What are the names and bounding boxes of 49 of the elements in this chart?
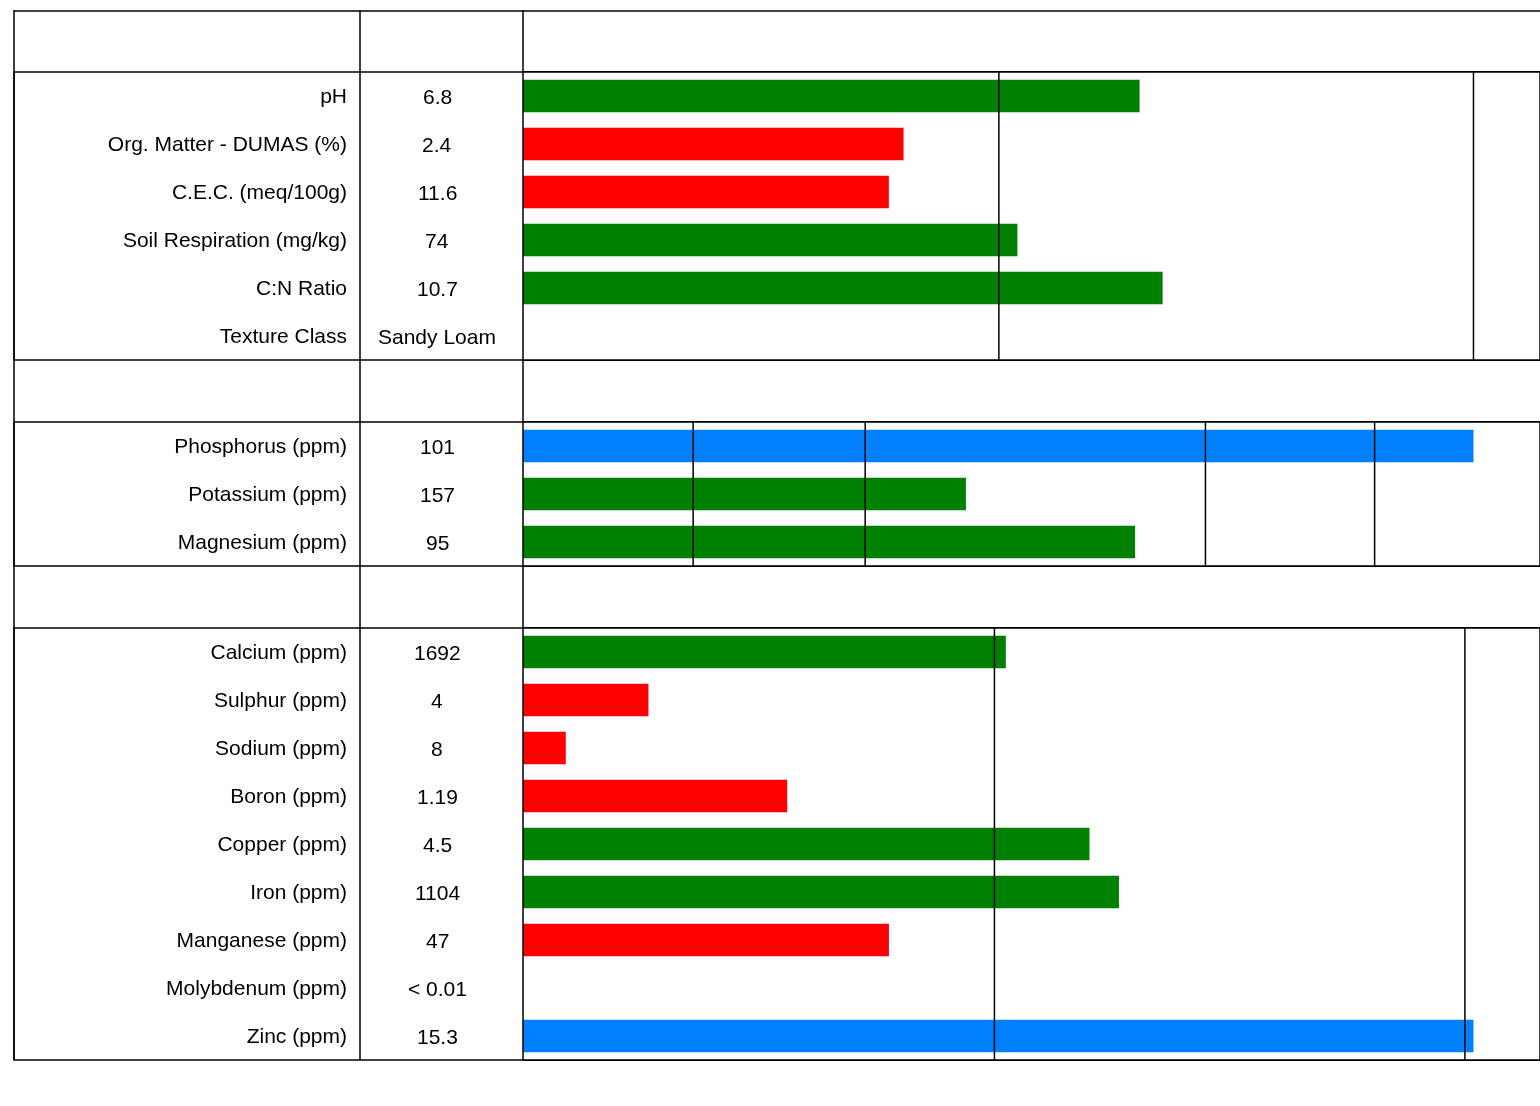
y-tick-label: C.E.C. (meq/100g)	[171, 180, 347, 204]
text: 47	[426, 929, 450, 952]
bar	[523, 127, 904, 161]
text: 101	[420, 435, 456, 458]
y-tick-label: Magnesium (ppm)	[177, 530, 347, 554]
y-tick-label: C:N Ratio	[255, 276, 347, 300]
y-tick-label: Org. Matter - DUMAS (%)	[107, 132, 347, 156]
y-tick-label: Boron (ppm)	[230, 784, 347, 808]
bar	[523, 223, 1018, 257]
text: 10.7	[417, 277, 458, 300]
bar	[523, 779, 788, 813]
text: 1.19	[417, 785, 458, 808]
bar	[523, 271, 1163, 305]
text: 15.3	[417, 1025, 458, 1048]
bar	[523, 923, 889, 957]
y-tick-label: Molybdenum (ppm)	[166, 976, 347, 1000]
text: Sandy Loam	[378, 325, 496, 348]
bar	[523, 827, 1090, 861]
text: 1104	[415, 881, 461, 904]
text: 4	[431, 689, 443, 712]
y-tick-label: Iron (ppm)	[250, 880, 347, 904]
text: 2.4	[422, 133, 452, 156]
y-tick-label: Zinc (ppm)	[246, 1024, 347, 1048]
y-tick-label: Calcium (ppm)	[210, 640, 347, 664]
y-tick-label: Manganese (ppm)	[176, 928, 347, 952]
text: 4.5	[423, 833, 453, 856]
bar	[523, 1019, 1474, 1053]
bar	[523, 875, 1119, 909]
text: 11.6	[418, 181, 458, 204]
text: 95	[426, 531, 450, 554]
bar	[523, 731, 566, 765]
bar	[523, 175, 889, 209]
text: 8	[431, 737, 443, 760]
y-tick-label: pH	[320, 84, 347, 108]
y-tick-label: Soil Respiration (mg/kg)	[122, 228, 347, 252]
y-tick-label: Texture Class	[219, 324, 347, 348]
y-tick-label: Phosphorus (ppm)	[174, 434, 347, 458]
y-tick-label: Copper (ppm)	[217, 832, 347, 856]
y-tick-label: Potassium (ppm)	[188, 482, 347, 506]
bar	[523, 635, 1006, 669]
text: 157	[420, 483, 456, 506]
text: < 0.01	[408, 977, 467, 1000]
bar	[523, 683, 649, 717]
text: 1692	[414, 641, 461, 664]
bar	[523, 79, 1140, 113]
text: 6.8	[423, 85, 453, 108]
y-tick-label: Sulphur (ppm)	[213, 688, 347, 712]
text: 74	[425, 229, 449, 252]
y-tick-label: Sodium (ppm)	[215, 736, 347, 760]
